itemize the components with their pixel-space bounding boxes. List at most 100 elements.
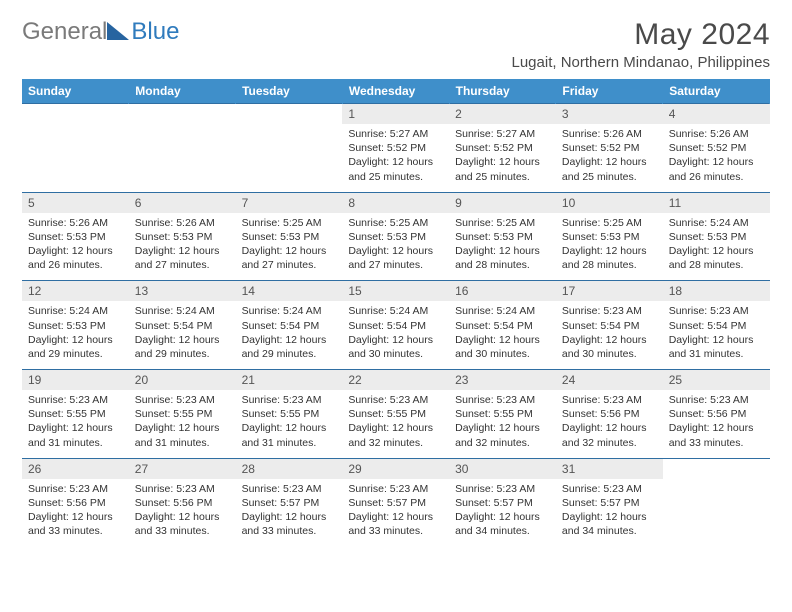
- sunset-line: Sunset: 5:53 PM: [455, 230, 550, 244]
- sunrise-line: Sunrise: 5:23 AM: [562, 304, 657, 318]
- day-number-cell: 26: [22, 458, 129, 479]
- day-number-cell: 25: [663, 370, 770, 391]
- sunset-line: Sunset: 5:55 PM: [242, 407, 337, 421]
- day-detail-cell: Sunrise: 5:25 AMSunset: 5:53 PMDaylight:…: [236, 213, 343, 281]
- sunset-line: Sunset: 5:56 PM: [562, 407, 657, 421]
- logo-text-blue: Blue: [131, 18, 179, 46]
- sunset-line: Sunset: 5:57 PM: [455, 496, 550, 510]
- day-detail-cell: Sunrise: 5:24 AMSunset: 5:53 PMDaylight:…: [663, 213, 770, 281]
- day-detail-cell: Sunrise: 5:24 AMSunset: 5:53 PMDaylight:…: [22, 301, 129, 369]
- sunrise-line: Sunrise: 5:23 AM: [28, 482, 123, 496]
- sunset-line: Sunset: 5:52 PM: [562, 141, 657, 155]
- sunset-line: Sunset: 5:57 PM: [562, 496, 657, 510]
- weekday-sunday: Sunday: [22, 79, 129, 104]
- day-detail-cell: [663, 479, 770, 547]
- sunset-line: Sunset: 5:57 PM: [242, 496, 337, 510]
- day-detail-cell: Sunrise: 5:27 AMSunset: 5:52 PMDaylight:…: [342, 124, 449, 192]
- sunrise-line: Sunrise: 5:23 AM: [242, 482, 337, 496]
- sunset-line: Sunset: 5:56 PM: [28, 496, 123, 510]
- sunrise-line: Sunrise: 5:27 AM: [455, 127, 550, 141]
- daylight-line: Daylight: 12 hours and 28 minutes.: [669, 244, 764, 272]
- day-number-cell: 3: [556, 104, 663, 125]
- sunrise-line: Sunrise: 5:25 AM: [348, 216, 443, 230]
- daylight-line: Daylight: 12 hours and 29 minutes.: [242, 333, 337, 361]
- weekday-tuesday: Tuesday: [236, 79, 343, 104]
- weekday-header-row: Sunday Monday Tuesday Wednesday Thursday…: [22, 79, 770, 104]
- sunset-line: Sunset: 5:54 PM: [562, 319, 657, 333]
- daylight-line: Daylight: 12 hours and 29 minutes.: [135, 333, 230, 361]
- calendar-table: Sunday Monday Tuesday Wednesday Thursday…: [22, 79, 770, 546]
- detail-row: Sunrise: 5:24 AMSunset: 5:53 PMDaylight:…: [22, 301, 770, 369]
- daylight-line: Daylight: 12 hours and 25 minutes.: [348, 155, 443, 183]
- day-detail-cell: Sunrise: 5:26 AMSunset: 5:53 PMDaylight:…: [129, 213, 236, 281]
- detail-row: Sunrise: 5:26 AMSunset: 5:53 PMDaylight:…: [22, 213, 770, 281]
- daylight-line: Daylight: 12 hours and 33 minutes.: [242, 510, 337, 538]
- sunset-line: Sunset: 5:55 PM: [348, 407, 443, 421]
- day-number-cell: 10: [556, 192, 663, 213]
- day-number-cell: 1: [342, 104, 449, 125]
- sunrise-line: Sunrise: 5:24 AM: [455, 304, 550, 318]
- daylight-line: Daylight: 12 hours and 30 minutes.: [455, 333, 550, 361]
- sunset-line: Sunset: 5:52 PM: [669, 141, 764, 155]
- sunrise-line: Sunrise: 5:23 AM: [562, 482, 657, 496]
- day-detail-cell: Sunrise: 5:24 AMSunset: 5:54 PMDaylight:…: [236, 301, 343, 369]
- sunset-line: Sunset: 5:55 PM: [455, 407, 550, 421]
- day-detail-cell: Sunrise: 5:23 AMSunset: 5:56 PMDaylight:…: [556, 390, 663, 458]
- daylight-line: Daylight: 12 hours and 33 minutes.: [135, 510, 230, 538]
- day-detail-cell: Sunrise: 5:23 AMSunset: 5:57 PMDaylight:…: [449, 479, 556, 547]
- day-detail-cell: Sunrise: 5:24 AMSunset: 5:54 PMDaylight:…: [129, 301, 236, 369]
- daylight-line: Daylight: 12 hours and 26 minutes.: [669, 155, 764, 183]
- day-detail-cell: Sunrise: 5:24 AMSunset: 5:54 PMDaylight:…: [449, 301, 556, 369]
- daylight-line: Daylight: 12 hours and 30 minutes.: [562, 333, 657, 361]
- detail-row: Sunrise: 5:23 AMSunset: 5:55 PMDaylight:…: [22, 390, 770, 458]
- day-detail-cell: [129, 124, 236, 192]
- daylight-line: Daylight: 12 hours and 32 minutes.: [348, 421, 443, 449]
- sunset-line: Sunset: 5:57 PM: [348, 496, 443, 510]
- daylight-line: Daylight: 12 hours and 34 minutes.: [455, 510, 550, 538]
- day-detail-cell: Sunrise: 5:26 AMSunset: 5:52 PMDaylight:…: [556, 124, 663, 192]
- sunset-line: Sunset: 5:54 PM: [455, 319, 550, 333]
- daylight-line: Daylight: 12 hours and 30 minutes.: [348, 333, 443, 361]
- sunset-line: Sunset: 5:52 PM: [348, 141, 443, 155]
- day-number-cell: [663, 458, 770, 479]
- sunrise-line: Sunrise: 5:23 AM: [669, 393, 764, 407]
- sunrise-line: Sunrise: 5:25 AM: [455, 216, 550, 230]
- daylight-line: Daylight: 12 hours and 29 minutes.: [28, 333, 123, 361]
- day-number-cell: 5: [22, 192, 129, 213]
- day-number-cell: 4: [663, 104, 770, 125]
- daylight-line: Daylight: 12 hours and 34 minutes.: [562, 510, 657, 538]
- daylight-line: Daylight: 12 hours and 28 minutes.: [562, 244, 657, 272]
- day-number-cell: 6: [129, 192, 236, 213]
- daylight-line: Daylight: 12 hours and 32 minutes.: [455, 421, 550, 449]
- daylight-line: Daylight: 12 hours and 33 minutes.: [669, 421, 764, 449]
- sunset-line: Sunset: 5:53 PM: [28, 319, 123, 333]
- title-block: May 2024 Lugait, Northern Mindanao, Phil…: [512, 18, 771, 71]
- weekday-friday: Friday: [556, 79, 663, 104]
- daylight-line: Daylight: 12 hours and 27 minutes.: [135, 244, 230, 272]
- daylight-line: Daylight: 12 hours and 32 minutes.: [562, 421, 657, 449]
- sunset-line: Sunset: 5:54 PM: [348, 319, 443, 333]
- daylight-line: Daylight: 12 hours and 27 minutes.: [242, 244, 337, 272]
- day-number-cell: 9: [449, 192, 556, 213]
- day-detail-cell: Sunrise: 5:23 AMSunset: 5:56 PMDaylight:…: [129, 479, 236, 547]
- sunrise-line: Sunrise: 5:26 AM: [135, 216, 230, 230]
- daylight-line: Daylight: 12 hours and 33 minutes.: [348, 510, 443, 538]
- sunrise-line: Sunrise: 5:26 AM: [562, 127, 657, 141]
- day-number-cell: 12: [22, 281, 129, 302]
- sunset-line: Sunset: 5:55 PM: [28, 407, 123, 421]
- day-number-cell: 29: [342, 458, 449, 479]
- daylight-line: Daylight: 12 hours and 28 minutes.: [455, 244, 550, 272]
- day-detail-cell: Sunrise: 5:23 AMSunset: 5:54 PMDaylight:…: [556, 301, 663, 369]
- day-detail-cell: [22, 124, 129, 192]
- weekday-thursday: Thursday: [449, 79, 556, 104]
- sunset-line: Sunset: 5:52 PM: [455, 141, 550, 155]
- day-detail-cell: Sunrise: 5:25 AMSunset: 5:53 PMDaylight:…: [449, 213, 556, 281]
- detail-row: Sunrise: 5:23 AMSunset: 5:56 PMDaylight:…: [22, 479, 770, 547]
- sunset-line: Sunset: 5:53 PM: [135, 230, 230, 244]
- day-number-cell: 27: [129, 458, 236, 479]
- day-detail-cell: Sunrise: 5:23 AMSunset: 5:55 PMDaylight:…: [449, 390, 556, 458]
- day-number-cell: 23: [449, 370, 556, 391]
- sunrise-line: Sunrise: 5:26 AM: [669, 127, 764, 141]
- day-detail-cell: Sunrise: 5:23 AMSunset: 5:55 PMDaylight:…: [342, 390, 449, 458]
- day-number-cell: 11: [663, 192, 770, 213]
